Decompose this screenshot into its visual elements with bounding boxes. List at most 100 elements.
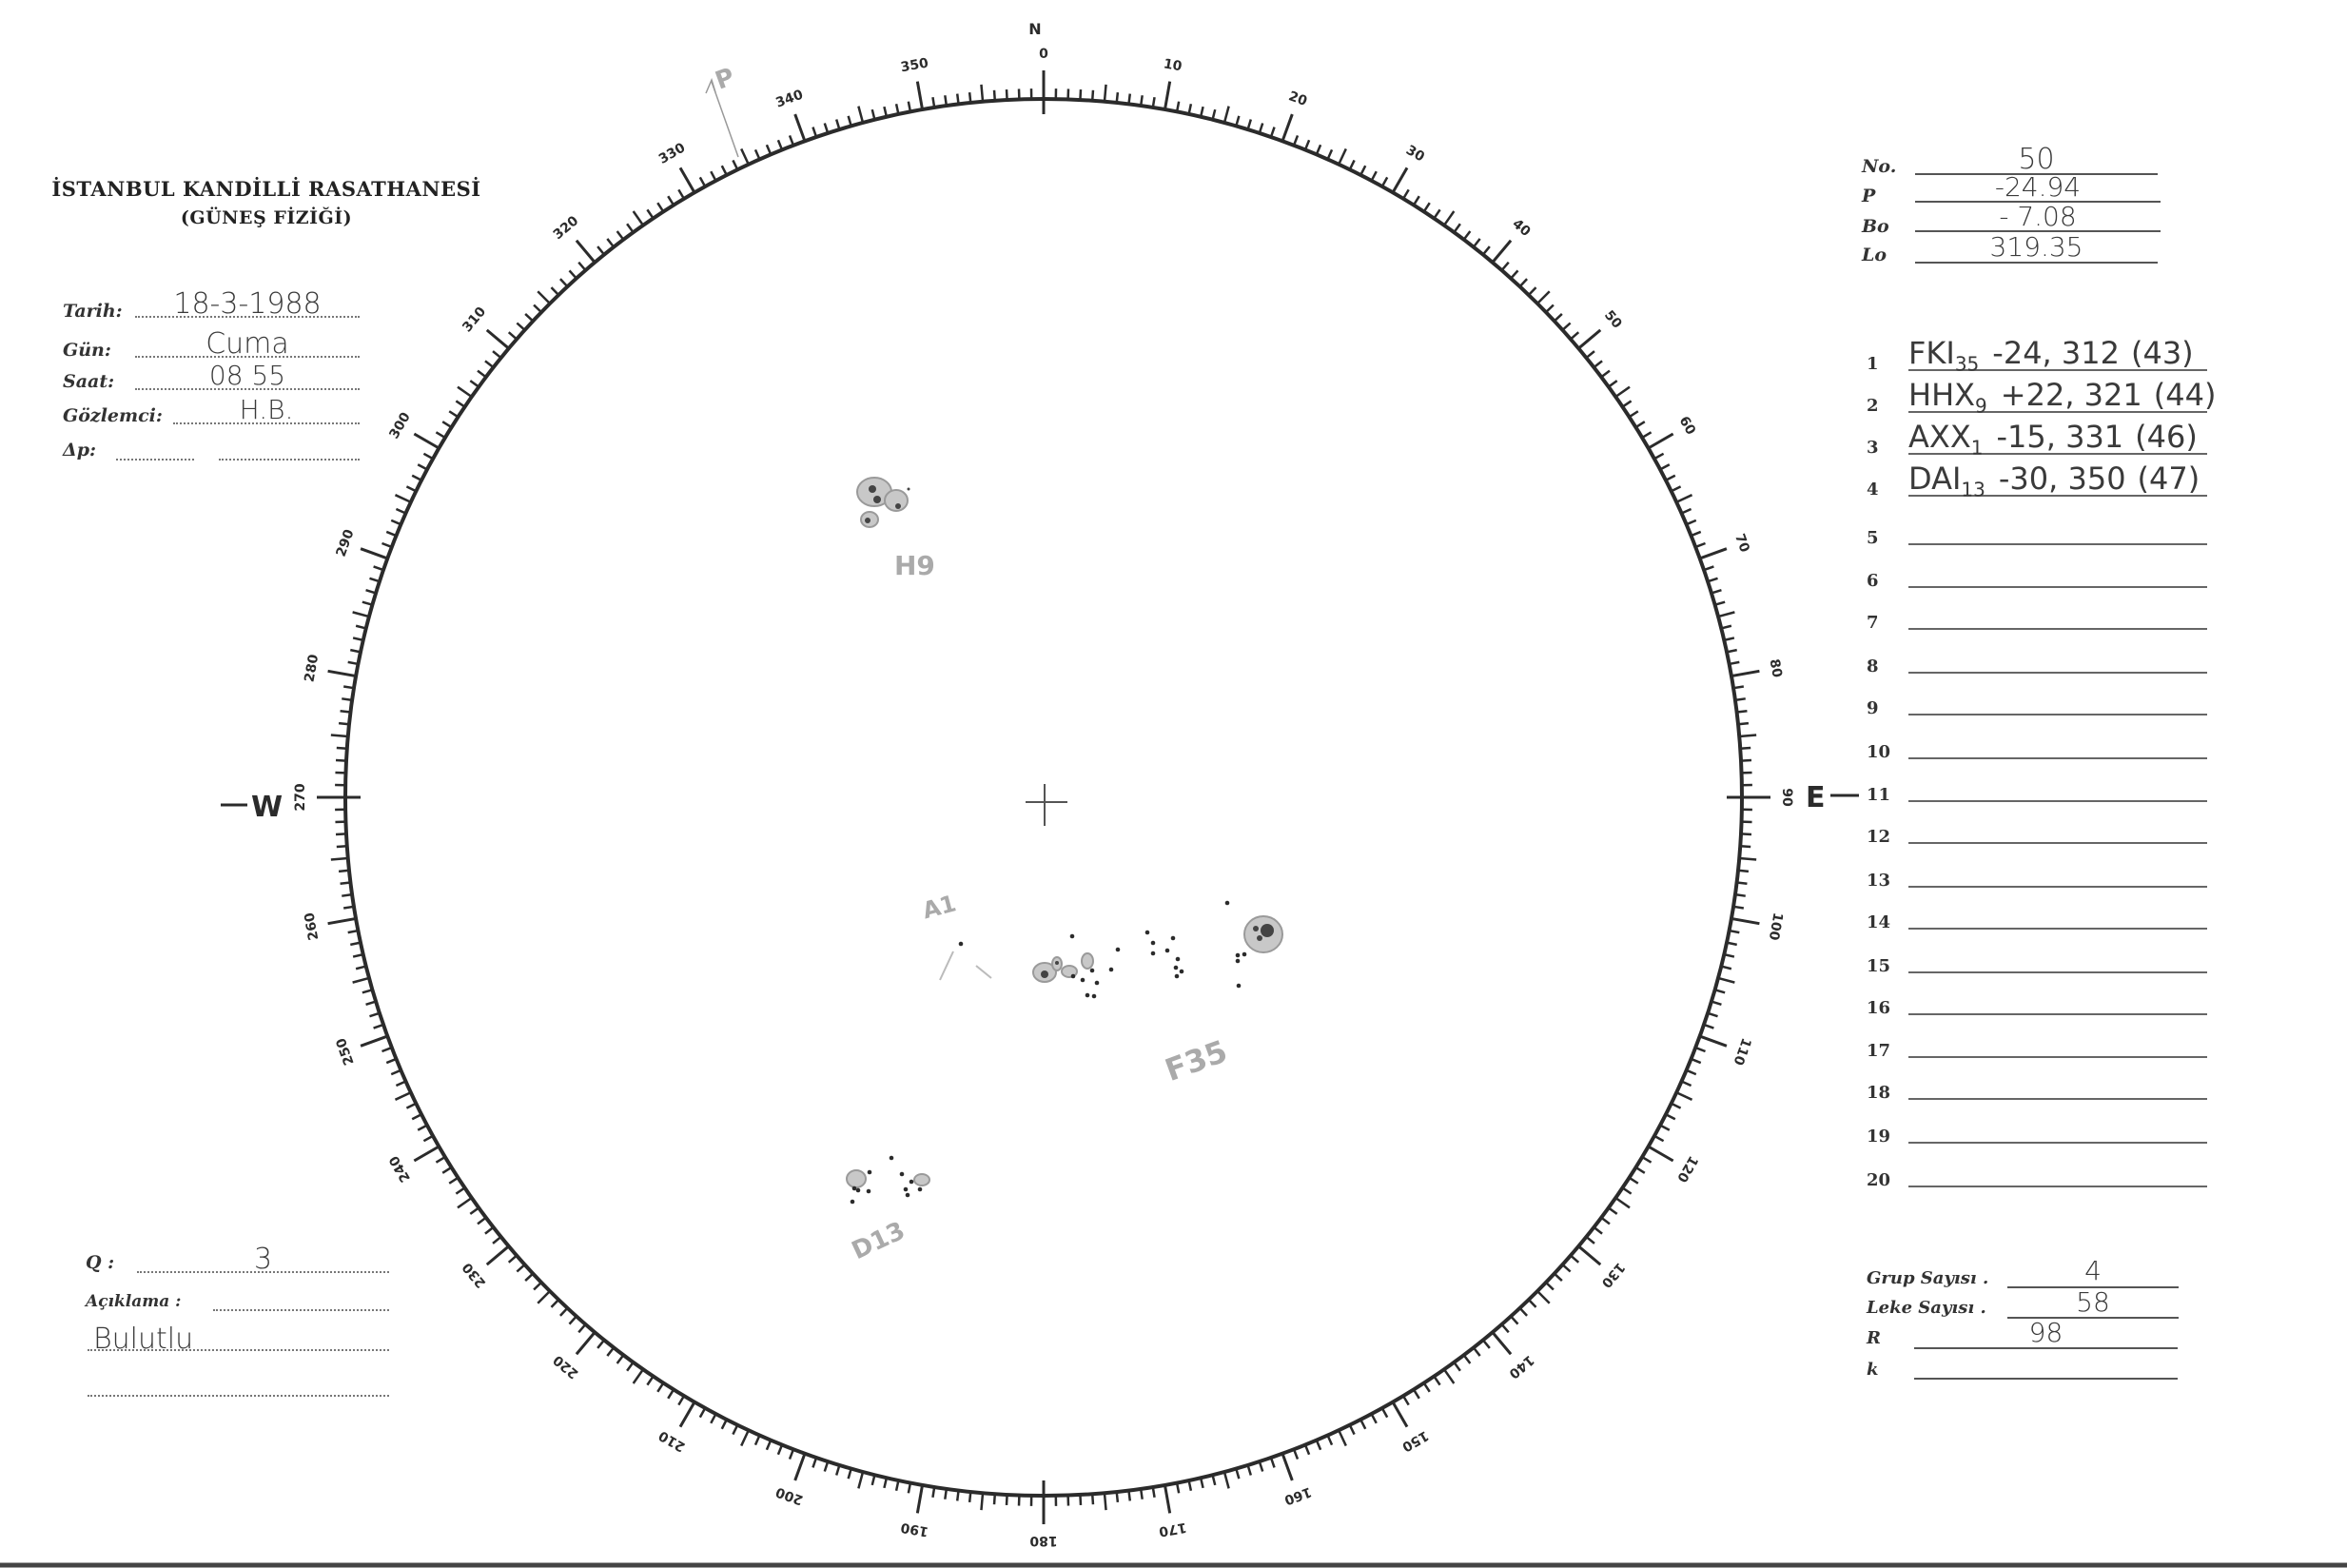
group-row-field[interactable]: DAI13 -30, 350 (47) — [1908, 461, 2207, 500]
department-title: (GÜNEŞ FİZİĞİ) — [180, 207, 353, 228]
group-row-field[interactable] — [1908, 681, 2207, 715]
degree-tick — [1665, 474, 1676, 481]
group-row-field[interactable] — [1908, 511, 2207, 545]
date-field[interactable]: 18-3-1988 — [135, 287, 360, 321]
degree-tick — [732, 1424, 739, 1436]
group-row-field[interactable] — [1908, 810, 2207, 844]
degree-tick — [1545, 304, 1555, 314]
degree-tick — [395, 507, 406, 515]
sunspot-pore — [1236, 983, 1242, 989]
no-field[interactable]: 50 — [1915, 143, 2158, 176]
degree-tick — [883, 106, 889, 118]
degree-tick — [568, 269, 577, 280]
group-label-a1: A1 — [920, 890, 959, 924]
q-field[interactable]: 3 — [137, 1243, 389, 1276]
group-row-field[interactable] — [1908, 939, 2207, 973]
sunspot-pore — [1069, 933, 1075, 939]
degree-tick — [1561, 1264, 1572, 1273]
group-row-field[interactable] — [1908, 639, 2207, 674]
degree-tick — [823, 1460, 830, 1472]
remark-field[interactable] — [213, 1284, 389, 1311]
degree-tick — [788, 135, 795, 147]
degree-tick — [740, 147, 750, 166]
degree-tick — [492, 1235, 502, 1245]
degree-label: 40 — [1509, 216, 1533, 240]
k-field[interactable] — [1914, 1351, 2178, 1380]
degree-tick — [336, 746, 347, 751]
lo-field[interactable]: 319.35 — [1915, 233, 2158, 264]
remark-extra-line[interactable] — [88, 1370, 389, 1397]
degree-label: 130 — [1598, 1260, 1628, 1291]
group-row-field[interactable] — [1908, 1109, 2207, 1144]
sunspots — [846, 477, 1283, 1205]
group-row-number: 7 — [1867, 613, 1879, 633]
time-field[interactable]: 08 55 — [135, 360, 360, 391]
degree-tick — [1634, 1166, 1646, 1174]
day-field[interactable]: Cuma — [135, 327, 360, 361]
degree-tick — [477, 1216, 487, 1225]
lo-label: Lo — [1862, 245, 1887, 265]
group-row-field[interactable]: FKI35 -24, 312 (43) — [1908, 335, 2207, 375]
degree-tick — [1711, 588, 1722, 595]
delta-p-field-extra[interactable] — [219, 434, 360, 461]
group-row-field[interactable]: AXX1 -15, 331 (46) — [1908, 421, 2207, 459]
degree-tick — [1500, 261, 1510, 271]
sunspot-pore — [1173, 965, 1179, 970]
degree-tick — [537, 290, 551, 304]
spot-count-field[interactable]: 58 — [2007, 1288, 2179, 1319]
bo-field[interactable]: - 7.08 — [1915, 204, 2161, 232]
group-row-field[interactable] — [1908, 1066, 2207, 1100]
group-row-field[interactable] — [1908, 554, 2207, 588]
group-row-field[interactable] — [1908, 1024, 2207, 1058]
group-row-field[interactable] — [1908, 981, 2207, 1015]
degree-label: 110 — [1730, 1036, 1753, 1068]
group-row-field[interactable] — [1908, 1153, 2207, 1187]
degree-tick — [812, 1457, 818, 1468]
degree-tick — [1211, 1474, 1217, 1486]
degree-tick — [477, 369, 487, 379]
p-field[interactable]: -24.94 — [1915, 174, 2161, 203]
degree-tick — [765, 144, 773, 155]
degree-tick — [1614, 385, 1631, 399]
degree-tick — [524, 312, 535, 323]
degree-tick — [1736, 709, 1748, 714]
degree-tick — [1269, 1457, 1276, 1468]
degree-tick — [338, 869, 350, 873]
degree-label: 310 — [460, 304, 489, 335]
group-row-field[interactable] — [1908, 768, 2207, 802]
degree-tick — [1127, 1490, 1132, 1501]
degree-label: 330 — [656, 140, 689, 167]
sunspot-umbra — [895, 503, 901, 509]
degree-tick — [1370, 1413, 1378, 1424]
sunspot-pore — [903, 1186, 909, 1192]
sunspot-penumbra — [1051, 956, 1063, 971]
group-row-number: 2 — [1867, 396, 1879, 416]
degree-tick — [740, 1429, 750, 1447]
degree-label: 160 — [1281, 1483, 1313, 1507]
group-row-field[interactable] — [1908, 725, 2207, 759]
degree-tick — [369, 1011, 381, 1018]
group-row-field[interactable] — [1908, 853, 2207, 888]
group-row-field[interactable] — [1908, 596, 2207, 630]
group-row-field[interactable]: HHX9 +22, 321 (44) — [1908, 379, 2216, 417]
degree-tick — [362, 989, 373, 994]
r-field[interactable]: 98 — [1914, 1319, 2178, 1349]
group-row-field[interactable] — [1908, 895, 2207, 930]
degree-tick — [677, 1395, 686, 1406]
degree-tick — [1553, 1272, 1563, 1283]
group-class: FKI — [1908, 335, 1955, 371]
degree-tick — [1737, 721, 1750, 726]
degree-label: 340 — [773, 87, 805, 110]
degree-tick — [606, 238, 616, 248]
degree-tick — [944, 95, 949, 107]
degree-tick — [1401, 188, 1410, 200]
delta-p-field[interactable] — [116, 434, 194, 461]
observer-field[interactable]: H.B. — [173, 394, 360, 425]
degree-tick — [422, 452, 434, 461]
group-extra: (47) — [2137, 461, 2200, 497]
degree-tick — [776, 139, 784, 150]
remark-text[interactable]: Bulutlu — [88, 1323, 389, 1356]
group-count-field[interactable]: 4 — [2007, 1256, 2179, 1288]
degree-tick — [776, 1444, 784, 1456]
group-row-number: 19 — [1867, 1127, 1891, 1147]
